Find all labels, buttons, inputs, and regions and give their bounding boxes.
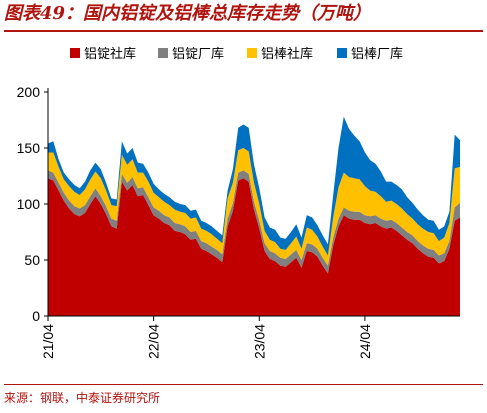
area-series-1: [48, 178, 460, 316]
area-series-group: [48, 116, 460, 316]
legend-swatch: [247, 48, 257, 58]
area-series-3: [48, 148, 460, 266]
title-rule: [4, 30, 483, 32]
y-tick-label: 0: [32, 308, 40, 324]
x-tick-label: 21/04: [40, 324, 56, 359]
axes-group: 0 50 100 150 200 21/04 22/04 23/04 24/04: [17, 84, 460, 359]
legend: 铝锭社库 铝锭厂库 铝棒社库 铝棒厂库: [70, 46, 403, 62]
area-series-2: [48, 170, 460, 274]
x-tick-label: 24/04: [357, 324, 373, 359]
legend-swatch: [337, 48, 347, 58]
x-tick-label: 23/04: [251, 324, 267, 359]
y-tick-label: 50: [24, 252, 40, 268]
legend-swatch: [158, 48, 168, 58]
source-rule: [4, 384, 483, 385]
y-tick-label: 150: [17, 140, 41, 156]
x-tick-label: 22/04: [146, 324, 162, 359]
source-note: 来源：钢联，中泰证券研究所: [4, 391, 161, 405]
legend-label: 铝锭社库: [84, 46, 136, 62]
y-tick-label: 200: [17, 84, 41, 100]
legend-label: 铝锭厂库: [172, 46, 224, 62]
inventory-chart: 0 50 100 150 200 21/04 22/04 23/04 24/04 铝锭社库 铝锭厂…: [17, 46, 460, 359]
y-tick-label: 100: [17, 196, 41, 212]
legend-label: 铝棒厂库: [351, 46, 403, 62]
legend-swatch: [70, 48, 80, 58]
chart-title: 图表49：国内铝锭及铝棒总库存走势（万吨）: [4, 3, 372, 24]
legend-label: 铝棒社库: [261, 46, 313, 62]
area-series-4: [48, 116, 460, 256]
